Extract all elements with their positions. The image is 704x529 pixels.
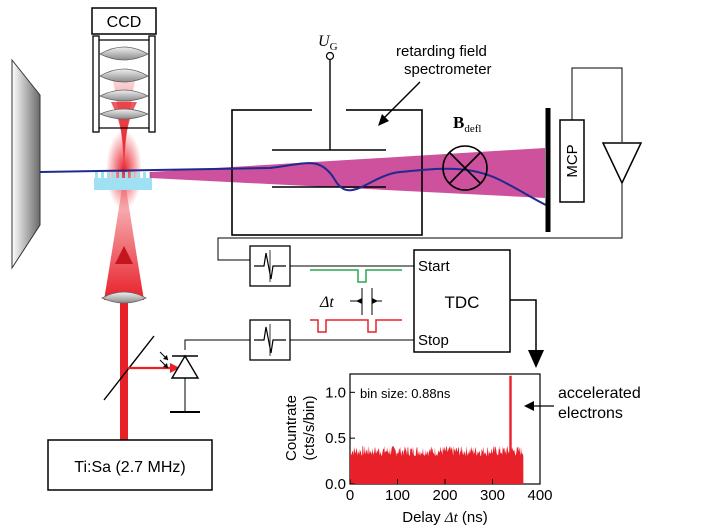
y-tick-label: 0.0: [325, 476, 346, 493]
laser-beam: [104, 75, 144, 470]
retarding-field-spectrometer: [231, 51, 423, 236]
x-tick-label: 300: [480, 487, 505, 504]
x-tick-label: 400: [527, 487, 552, 504]
ccd-camera: CCD: [91, 7, 157, 133]
mcp-detector: MCP: [217, 67, 643, 261]
stop-pulse: [310, 319, 402, 333]
y-axis-label-1: Countrate: [283, 395, 300, 461]
electron-beam: [150, 148, 545, 198]
objective-lens: [99, 68, 149, 83]
x-tick-label: 0: [346, 487, 354, 504]
histogram-peak: [509, 375, 512, 484]
amplifier-icon: [601, 142, 643, 185]
x-tick-label: 100: [385, 487, 410, 504]
cfd-start: [249, 245, 291, 287]
ccd-label: CCD: [107, 14, 142, 31]
mcp-label: MCP: [564, 144, 581, 177]
photodiode-icon: [159, 351, 200, 413]
tdc-output-arrow: [528, 350, 544, 368]
objective-lens: [98, 108, 150, 120]
objective-lens: [99, 46, 149, 61]
stop-label: Stop: [418, 332, 449, 349]
laser-direction-arrow: [115, 246, 133, 264]
cfd-stop: [249, 319, 291, 361]
x-tick-label: 200: [432, 487, 457, 504]
delta-t-label: Δt: [319, 294, 334, 311]
tdc-label: TDC: [445, 293, 480, 312]
focusing-lens: [101, 291, 147, 304]
bdefl-label: Bdefl: [453, 113, 481, 135]
laser-source: Ti:Sa (2.7 MHz): [47, 439, 213, 491]
bin-size-annotation: bin size: 0.88ns: [360, 386, 451, 401]
laser-label: Ti:Sa (2.7 MHz): [74, 459, 185, 476]
accelerated-label: accelerated electrons: [558, 385, 641, 422]
electron-trajectory: [39, 162, 549, 207]
spectrometer-label: retarding field spectrometer: [396, 43, 492, 78]
tdc-box: Start Stop TDC: [413, 249, 511, 353]
y-tick-label: 0.5: [325, 430, 346, 447]
ug-label: UG: [318, 33, 338, 53]
x-axis-label: Delay Δt (ns): [402, 509, 488, 526]
deflection-field-icon: [442, 145, 488, 191]
start-label: Start: [418, 258, 451, 275]
histogram-background-counts: [350, 445, 524, 484]
start-pulse: [310, 269, 402, 283]
mirror: [11, 58, 41, 270]
objective-lens: [99, 89, 149, 102]
spectrometer-pointer: [381, 81, 421, 121]
y-axis-label-2: (cts/s/bin): [301, 395, 318, 460]
y-tick-label: 1.0: [325, 384, 346, 401]
